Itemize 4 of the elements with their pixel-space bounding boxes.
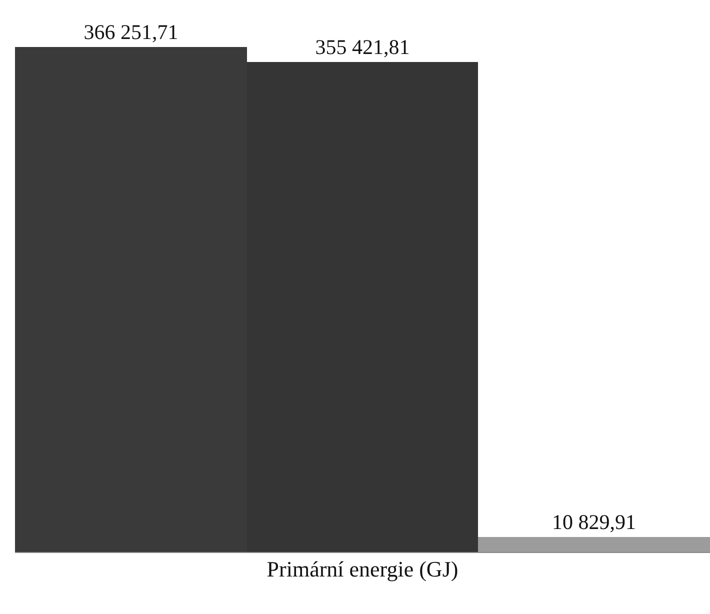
data-label: 355 421,81 <box>315 35 410 59</box>
x-axis-title: Primární energie (GJ) <box>266 556 458 582</box>
data-label: 366 251,71 <box>84 20 178 44</box>
data-label: 10 829,91 <box>552 510 636 534</box>
